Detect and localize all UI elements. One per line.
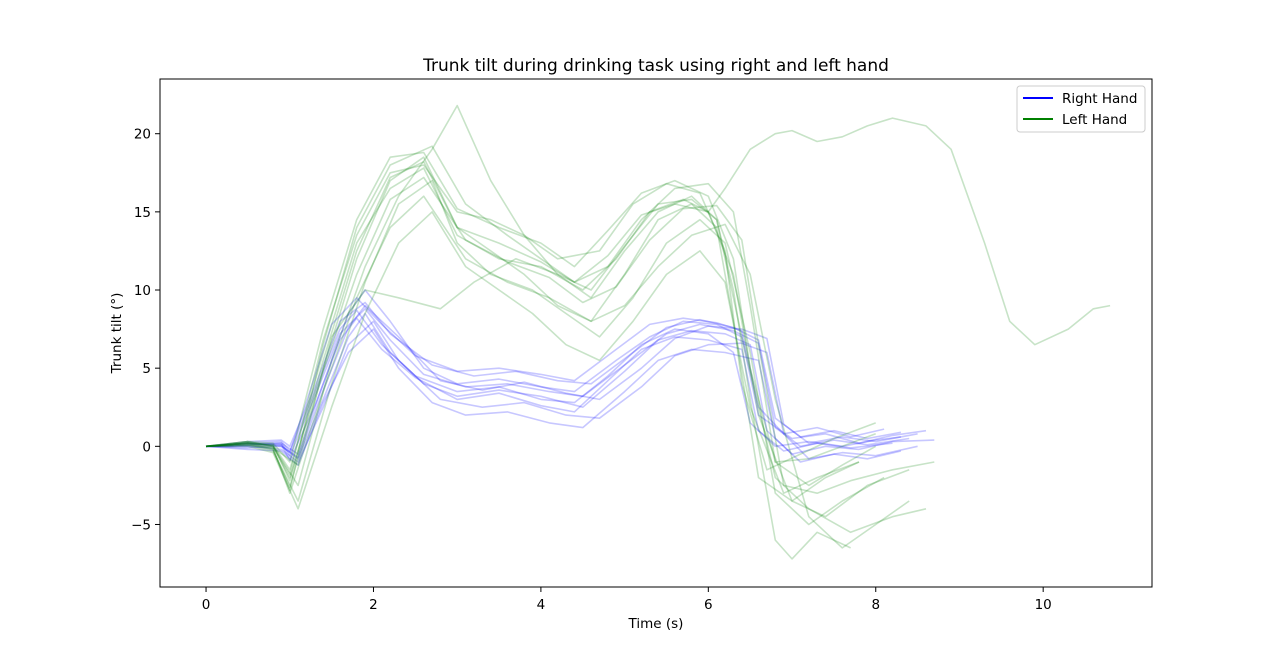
series-line-right-hand-5 (206, 320, 918, 463)
series-line-left-hand-10 (205, 176, 935, 495)
series-line-right-hand-6 (205, 296, 885, 454)
x-axis-label: Time (s) (628, 616, 684, 632)
series-line-right-hand-9 (205, 304, 918, 459)
series-line-left-hand-11 (205, 198, 851, 560)
series-line-right-hand-4 (205, 301, 902, 448)
y-tick-label: 5 (142, 361, 151, 377)
series-line-left-hand-6 (205, 195, 910, 549)
plot-lines (205, 104, 1111, 560)
x-tick-label: 6 (704, 597, 713, 613)
series-line-left-hand-4 (205, 167, 910, 518)
y-axis-ticks: −5 0 5 10 15 20 (131, 127, 160, 533)
series-line-right-hand-1 (205, 309, 902, 452)
series-line-right-hand-3 (205, 312, 935, 460)
x-tick-label: 2 (369, 597, 378, 613)
series-line-left-hand-1 (205, 156, 860, 502)
legend-label-left-hand: Left Hand (1062, 112, 1127, 128)
x-tick-label: 8 (871, 597, 880, 613)
x-tick-label: 10 (1035, 597, 1052, 613)
x-tick-label: 0 (202, 597, 211, 613)
series-line-left-hand-7 (205, 164, 876, 476)
y-tick-label: 0 (142, 439, 151, 455)
x-tick-label: 4 (537, 597, 546, 613)
y-tick-label: 20 (134, 127, 151, 143)
series-line-left-hand-3 (205, 179, 885, 526)
series-line-right-hand-8 (205, 307, 910, 457)
series-line-right-hand-10 (206, 317, 893, 462)
series-line-right-hand-7 (205, 328, 902, 466)
y-tick-label: 15 (134, 205, 151, 221)
series-line-left-hand-8 (206, 211, 860, 510)
chart-title: Trunk tilt during drinking task using ri… (422, 56, 889, 76)
series-line-left-hand-12 (205, 151, 876, 463)
y-tick-label: 10 (134, 283, 151, 299)
y-tick-label: −5 (131, 517, 151, 533)
x-axis-ticks: 0 2 4 6 8 10 (202, 587, 1052, 613)
legend-label-right-hand: Right Hand (1062, 91, 1137, 107)
plot-area-frame (159, 78, 1153, 588)
y-axis-label: Trunk tilt (°) (109, 293, 125, 375)
series-line-right-hand-2 (205, 289, 927, 455)
series-line-left-hand-2 (205, 145, 877, 491)
series-line-left-hand-5 (205, 104, 927, 534)
series-line-left-hand-9 (205, 117, 1111, 482)
legend: Right Hand Left Hand (1016, 85, 1146, 133)
